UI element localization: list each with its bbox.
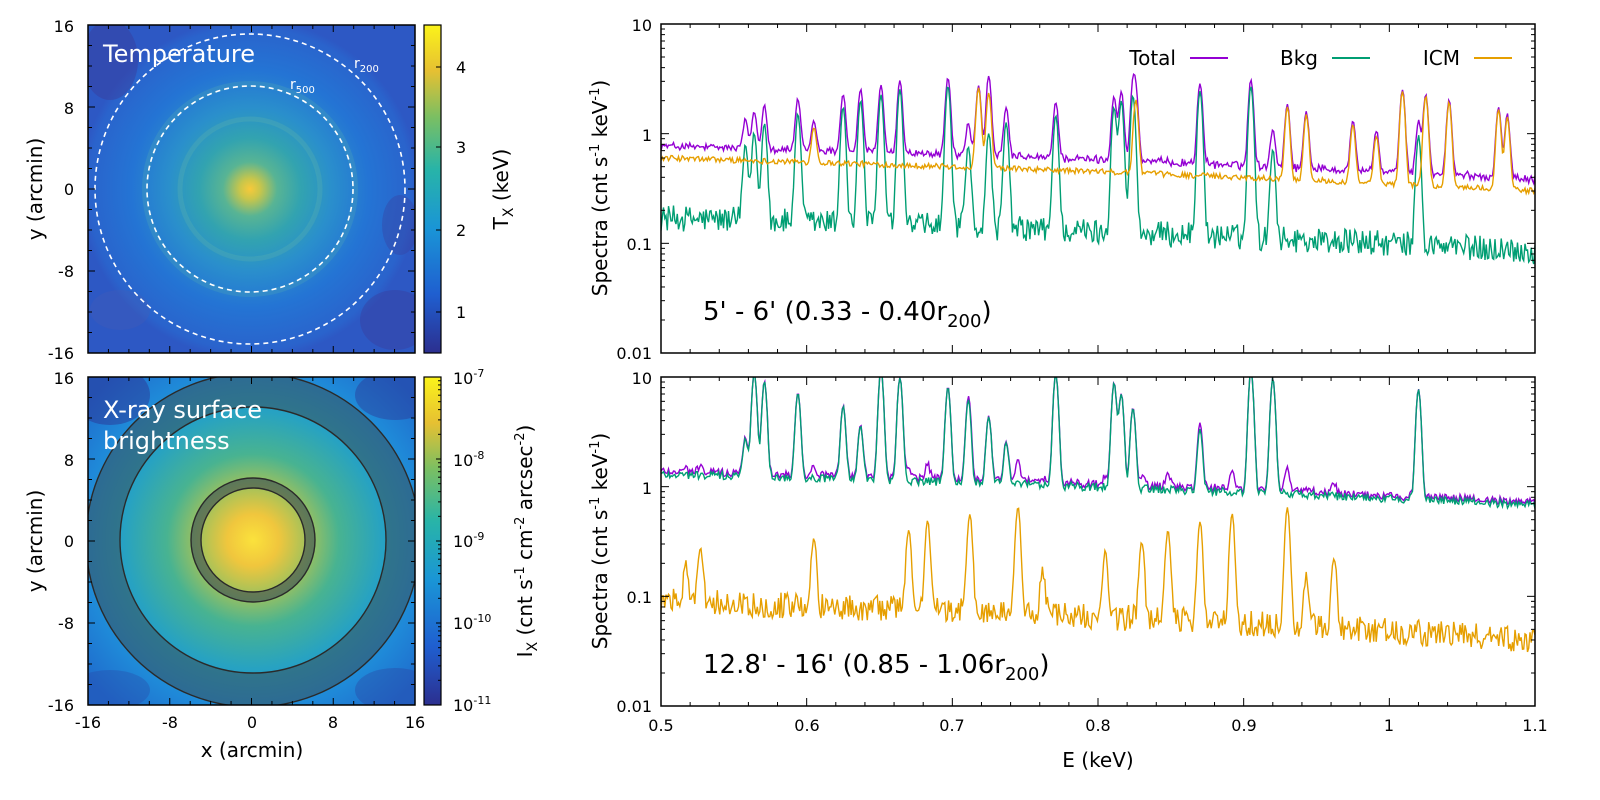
xtick-label: -8: [162, 713, 178, 732]
temperature-cbar-label: TX (keV): [489, 149, 517, 231]
series-bkg-line: [661, 377, 1535, 511]
spectrum-bottom-ticks: [660, 377, 1536, 707]
brightness-ticks: [87, 376, 416, 706]
xtick-label: 0: [247, 713, 257, 732]
ytick-label: 8: [64, 451, 74, 470]
ytick-label: 0.01: [616, 697, 652, 716]
cbar-tick-label: 2: [456, 221, 466, 240]
spectrum-bottom: 10 1 0.1 0.01 0.5 0.6 0.7 0.8 0.9 1 1.1 …: [588, 369, 1548, 772]
spectrum-bottom-ylabel: Spectra (cnt s-1 keV-1): [588, 433, 612, 649]
cbar-tick-label: 1: [456, 303, 466, 322]
cbar-tick-label: 10-7: [453, 367, 484, 388]
series-total-line: [661, 377, 1535, 507]
xtick-label: -16: [75, 713, 101, 732]
spectrum-bottom-yticklabels: 10 1 0.1 0.01: [616, 369, 652, 716]
temperature-map: Temperature r200 r500 16 8 0 -8 -16 y (a…: [23, 17, 416, 363]
series-total-line: [661, 72, 1535, 186]
ytick-label: 8: [64, 99, 74, 118]
xtick-label: 8: [328, 713, 338, 732]
ytick-label: 1: [642, 126, 652, 145]
r500-label: r500: [290, 77, 315, 96]
spectrum-top: 10 1 0.1 0.01 Spectra (cnt s-1 keV-1) 5'…: [588, 16, 1536, 363]
inner-annulus: [190, 477, 316, 603]
ytick-label: 16: [54, 369, 74, 388]
cbar-tick-label: 3: [456, 138, 466, 157]
xtick-label: 1: [1384, 716, 1394, 735]
legend-bkg-label: Bkg: [1280, 46, 1318, 70]
brightness-colorbar: 10-7 10-8 10-9 10-10 10-11 IX (cnt s-1 c…: [423, 367, 541, 715]
ytick-label: 10: [632, 16, 652, 35]
r200-label: r200: [354, 56, 379, 75]
brightness-xticklabels: -16 -8 0 8 16: [75, 713, 425, 732]
temperature-ticks: [87, 24, 416, 354]
temperature-yticklabels: 16 8 0 -8 -16: [48, 17, 74, 363]
spectrum-bottom-annotation: 12.8' - 16' (0.85 - 1.06r200): [703, 650, 1050, 685]
brightness-cbar-label: IX (cnt s-1 cm-2 arcsec-2): [513, 425, 541, 658]
temperature-colorbar-bar: [423, 24, 442, 354]
spectrum-top-yticklabels: 10 1 0.1 0.01: [616, 16, 652, 363]
cbar-tick-label: 10-8: [453, 449, 484, 470]
brightness-title-line1: X-ray surface: [103, 396, 262, 424]
legend-icm-label: ICM: [1423, 46, 1460, 70]
temperature-colorbar: 4 3 2 1 TX (keV): [423, 24, 517, 354]
spectrum-xlabel: E (keV): [1062, 748, 1133, 772]
brightness-ylabel: y (arcmin): [23, 490, 47, 593]
ytick-label: 10: [632, 369, 652, 388]
ytick-label: -16: [48, 696, 74, 715]
cbar-tick-label: 10-9: [453, 530, 484, 551]
ytick-label: -8: [58, 262, 74, 281]
xtick-label: 0.9: [1231, 716, 1256, 735]
brightness-map: X-ray surface brightness 16 8 0 -8 -16 -…: [23, 369, 425, 762]
cbar-tick-label: 10-10: [453, 612, 491, 633]
ytick-label: 16: [54, 17, 74, 36]
temperature-title: Temperature: [102, 40, 255, 68]
ytick-label: 0: [64, 532, 74, 551]
xtick-label: 0.8: [1085, 716, 1110, 735]
xtick-label: 16: [405, 713, 425, 732]
ytick-label: -16: [48, 344, 74, 363]
ytick-label: 0.1: [627, 588, 652, 607]
series-icm-line: [661, 507, 1535, 653]
series-icm-line: [661, 87, 1535, 196]
brightness-title-line2: brightness: [103, 427, 230, 455]
xtick-label: 0.5: [648, 716, 673, 735]
brightness-xlabel: x (arcmin): [201, 738, 304, 762]
spectrum-top-series: [661, 72, 1535, 265]
ytick-label: 0: [64, 180, 74, 199]
legend-total-label: Total: [1128, 46, 1176, 70]
brightness-yticklabels: 16 8 0 -8 -16: [48, 369, 74, 715]
ytick-label: 0.1: [627, 235, 652, 254]
ytick-label: 1: [642, 479, 652, 498]
cbar-tick-label: 10-11: [453, 694, 491, 715]
cbar-tick-label: 4: [456, 58, 466, 77]
ytick-label: 0.01: [616, 344, 652, 363]
xtick-label: 0.6: [794, 716, 819, 735]
spectrum-top-ylabel: Spectra (cnt s-1 keV-1): [588, 80, 612, 296]
spectrum-bottom-series: [661, 377, 1535, 653]
xtick-label: 1.1: [1522, 716, 1547, 735]
legend: Total Bkg ICM: [1128, 46, 1512, 70]
ytick-label: -8: [58, 614, 74, 633]
spectrum-bottom-xticklabels: 0.5 0.6 0.7 0.8 0.9 1 1.1: [648, 716, 1547, 735]
temperature-ylabel: y (arcmin): [23, 138, 47, 241]
series-bkg-line: [661, 86, 1535, 265]
spectrum-top-annotation: 5' - 6' (0.33 - 0.40r200): [703, 297, 992, 332]
outer-annulus: [88, 377, 415, 705]
xtick-label: 0.7: [939, 716, 964, 735]
spectrum-top-ticks: [660, 24, 1536, 354]
r500-circle: [146, 85, 354, 293]
